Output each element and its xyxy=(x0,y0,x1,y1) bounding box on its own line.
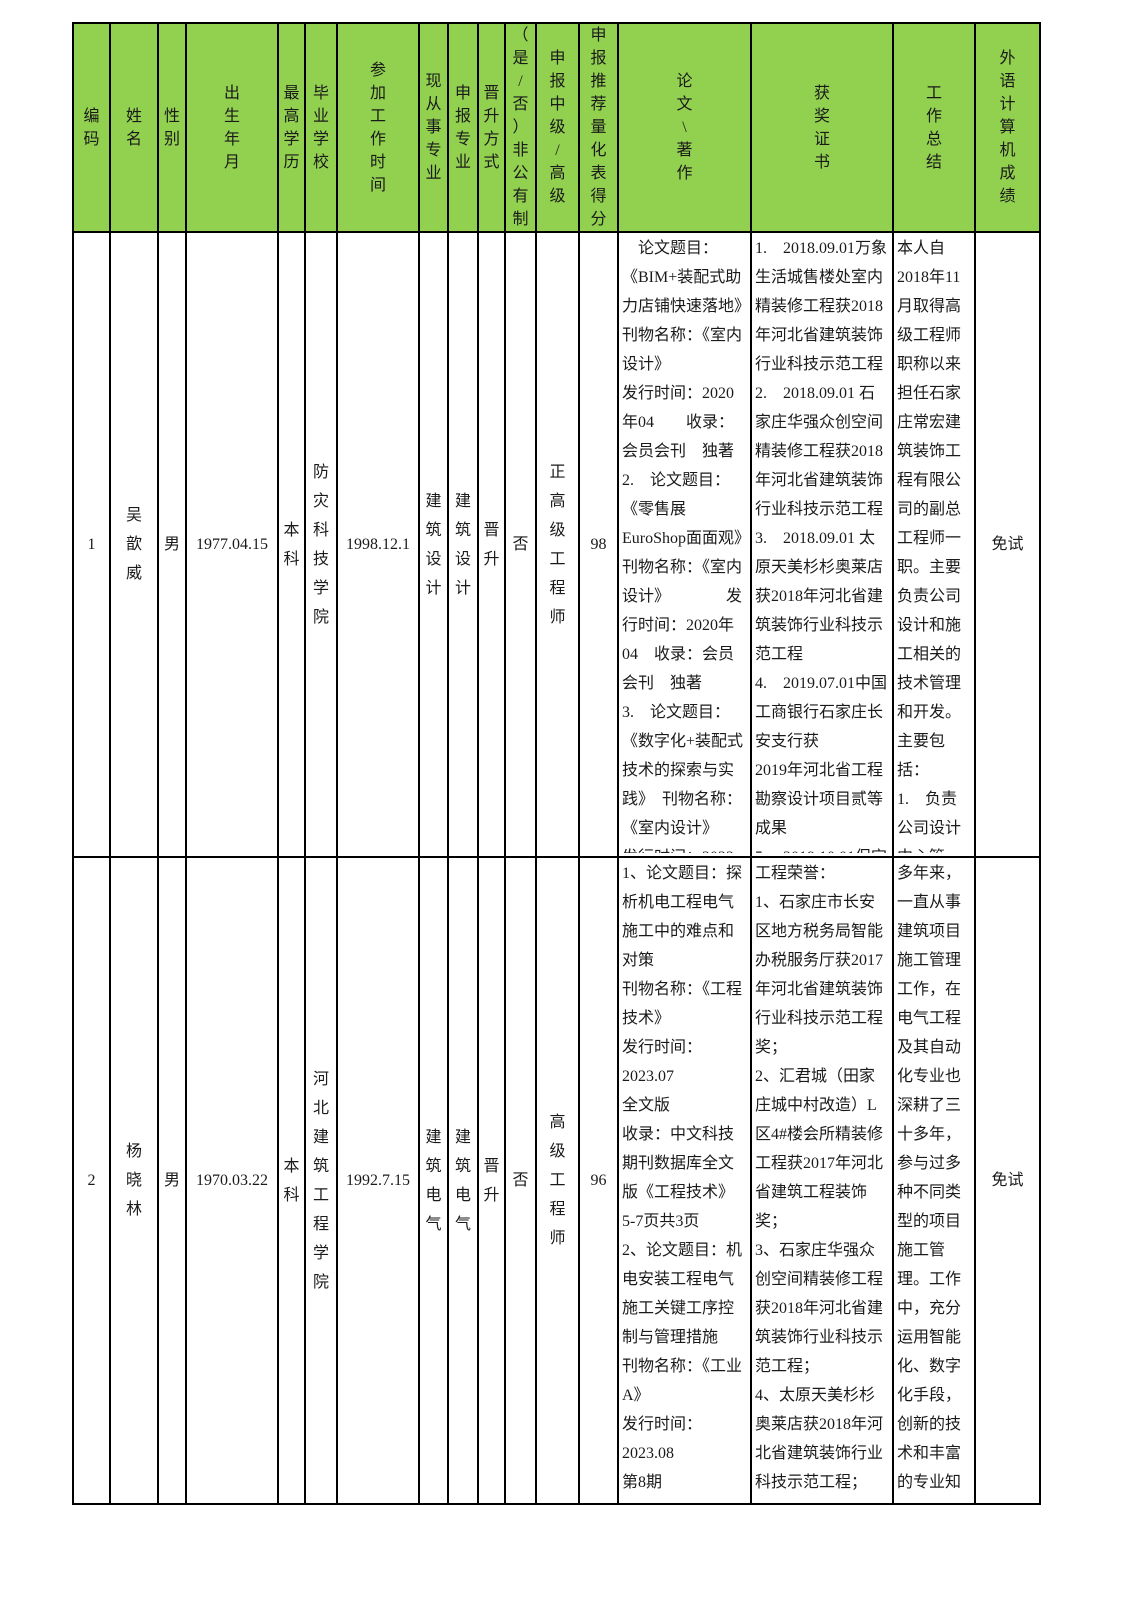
header-applied-major: 申报专业 xyxy=(447,22,479,233)
cell-summary: 多年来，一直从事建筑项目施工管理工作，在电气工程及其自动化专业也深耕了三十多年，… xyxy=(892,856,976,1505)
header-non-public: （是/否）非公有制 xyxy=(504,22,537,233)
cell-gender: 男 xyxy=(157,231,187,858)
header-level: 申报中级/高级 xyxy=(535,22,580,233)
header-education: 最高学历 xyxy=(277,22,306,233)
cell-score: 96 xyxy=(578,856,619,1505)
cell-current-major: 建筑设计 xyxy=(418,231,449,858)
cell-name: 吴歆威 xyxy=(109,231,159,858)
cell-code: 2 xyxy=(72,856,111,1505)
cell-promotion-type: 晋升 xyxy=(477,856,506,1505)
cell-awards: 1. 2018.09.01万象生活城售楼处室内精装修工程获2018年河北省建筑装… xyxy=(750,231,894,858)
cell-current-major: 建筑电气 xyxy=(418,856,449,1505)
header-birth: 出生年月 xyxy=(185,22,279,233)
cell-promotion-type: 晋升 xyxy=(477,231,506,858)
table-row: 1 吴歆威 男 1977.04.15 本科 防灾科技学院 1998.12.1 建… xyxy=(72,231,1041,858)
header-gender: 性别 xyxy=(157,22,187,233)
header-exam: 外语计算机成绩 xyxy=(974,22,1041,233)
header-school: 毕业学校 xyxy=(304,22,338,233)
cell-exam: 免试 xyxy=(974,856,1041,1505)
cell-school: 防灾科技学院 xyxy=(304,231,338,858)
header-work-start: 参加工作时间 xyxy=(336,22,420,233)
cell-school: 河北建筑工程学院 xyxy=(304,856,338,1505)
cell-exam: 免试 xyxy=(974,231,1041,858)
cell-papers: 1、论文题目：探析机电工程电气施工中的难点和对策 刊物名称：《工程技术》 发行时… xyxy=(617,856,752,1505)
cell-applied-major: 建筑设计 xyxy=(447,231,479,858)
table-row: 2 杨晓林 男 1970.03.22 本科 河北建筑工程学院 1992.7.15… xyxy=(72,856,1041,1505)
cell-code: 1 xyxy=(72,231,111,858)
cell-score: 98 xyxy=(578,231,619,858)
header-row: 编码 姓名 性别 出生年月 最高学历 毕业学校 参加工作时间 现从事专业 申报专… xyxy=(72,22,1041,233)
header-score: 申报推荐量化表得分 xyxy=(578,22,619,233)
cell-work-start: 1992.7.15 xyxy=(336,856,420,1505)
cell-level: 高级工程师 xyxy=(535,856,580,1505)
cell-work-start: 1998.12.1 xyxy=(336,231,420,858)
cell-gender: 男 xyxy=(157,856,187,1505)
cell-birth: 1977.04.15 xyxy=(185,231,279,858)
title-application-table: 编码 姓名 性别 出生年月 最高学历 毕业学校 参加工作时间 现从事专业 申报专… xyxy=(72,22,1041,1505)
header-promotion-type: 晋升方式 xyxy=(477,22,506,233)
cell-education: 本科 xyxy=(277,856,306,1505)
cell-birth: 1970.03.22 xyxy=(185,856,279,1505)
cell-papers: 论文题目：《BIM+装配式助力店铺快速落地》刊物名称：《室内设计》 发行时间：2… xyxy=(617,231,752,858)
cell-name: 杨晓林 xyxy=(109,856,159,1505)
header-code: 编码 xyxy=(72,22,111,233)
header-current-major: 现从事专业 xyxy=(418,22,449,233)
cell-non-public: 否 xyxy=(504,231,537,858)
cell-applied-major: 建筑电气 xyxy=(447,856,479,1505)
header-awards: 获奖证书 xyxy=(750,22,894,233)
cell-level: 正高级工程师 xyxy=(535,231,580,858)
header-name: 姓名 xyxy=(109,22,159,233)
review-table-sheet: 编码 姓名 性别 出生年月 最高学历 毕业学校 参加工作时间 现从事专业 申报专… xyxy=(72,22,1041,1505)
header-summary: 工作总结 xyxy=(892,22,976,233)
cell-non-public: 否 xyxy=(504,856,537,1505)
cell-awards: 工程荣誉： 1、石家庄市长安区地方税务局智能办税服务厅获2017年河北省建筑装饰… xyxy=(750,856,894,1505)
header-papers: 论文\著作 xyxy=(617,22,752,233)
cell-summary: 本人自2018年11月取得高级工程师职称以来担任石家庄常宏建筑装饰工程有限公司的… xyxy=(892,231,976,858)
cell-education: 本科 xyxy=(277,231,306,858)
